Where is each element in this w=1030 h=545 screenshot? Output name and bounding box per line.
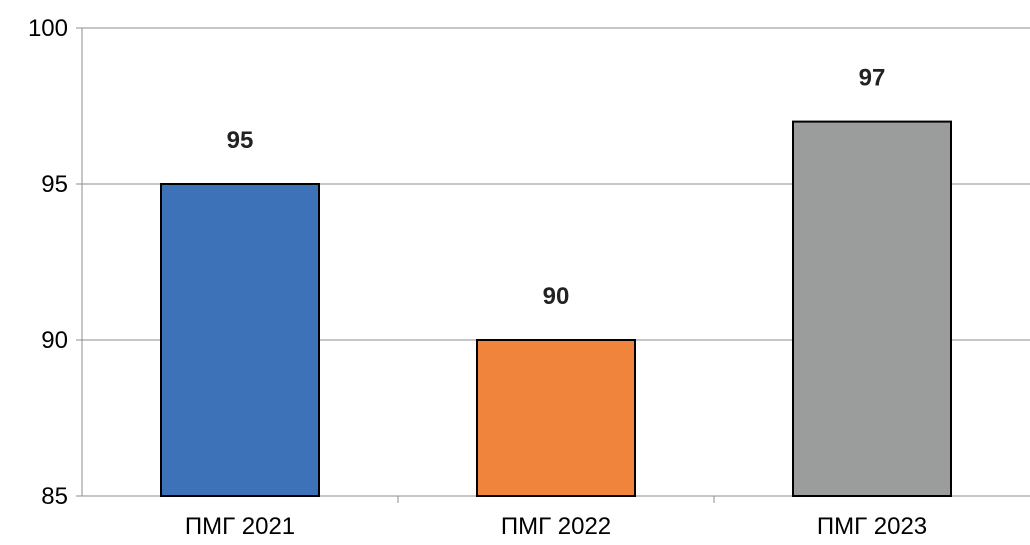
data-label-2: 90: [543, 283, 570, 310]
x-tick-label-2: ПМГ 2022: [501, 513, 611, 540]
y-tick-label: 85: [41, 483, 68, 510]
bar-1: [160, 183, 320, 497]
bars: [160, 120, 952, 497]
tick-labels: 85 90 95 100 ПМГ 2021 ПМГ 2022 ПМГ 2023: [28, 15, 927, 540]
bar-3: [792, 120, 952, 497]
data-label-1: 95: [227, 127, 254, 154]
x-tick-label-1: ПМГ 2021: [185, 513, 295, 540]
x-tick-label-3: ПМГ 2023: [817, 513, 927, 540]
data-label-3: 97: [859, 65, 886, 92]
y-tick-label: 100: [28, 15, 68, 42]
y-tick-label: 90: [41, 327, 68, 354]
y-tick-label: 95: [41, 171, 68, 198]
data-labels: 95 90 97: [227, 65, 886, 310]
bar-2: [476, 339, 636, 497]
